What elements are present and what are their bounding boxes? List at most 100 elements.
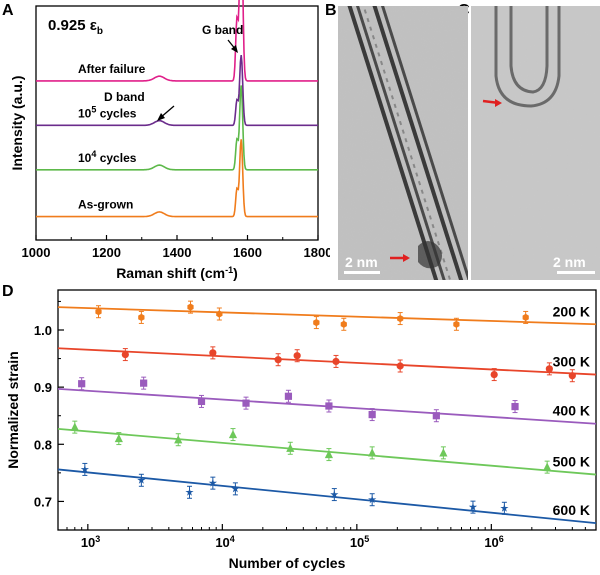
data-point (468, 502, 478, 511)
data-point (187, 303, 194, 311)
data-point (185, 488, 194, 496)
data-point (439, 448, 448, 457)
series-label: 600 K (553, 502, 590, 518)
data-point (197, 397, 206, 406)
tem-image-b (338, 6, 468, 280)
x-tick-label: 1000 (22, 245, 51, 260)
data-point (209, 349, 217, 357)
data-point (368, 495, 377, 504)
series-200-k (57, 300, 597, 331)
data-point (340, 320, 347, 328)
series-400-k (57, 376, 597, 425)
spectrum-after-failure (36, 0, 318, 82)
data-point (284, 392, 293, 400)
series-label: 200 K (553, 303, 590, 319)
data-point (208, 478, 217, 487)
x-tick-label: 104 (215, 534, 234, 550)
fit-line (57, 427, 597, 476)
data-point (324, 449, 334, 459)
nanotube-cap (494, 6, 561, 108)
data-point (432, 412, 440, 420)
data-point (242, 399, 250, 407)
data-point (274, 356, 282, 364)
data-point (216, 310, 223, 318)
data-point (511, 402, 519, 411)
x-tick-label: 1200 (92, 245, 121, 260)
tem-texture-b (338, 6, 468, 280)
data-point (453, 320, 460, 328)
series-label: 105 cycles (78, 104, 137, 120)
spectrum-as-grown (36, 139, 318, 218)
series-label: 400 K (553, 403, 590, 419)
series-500-k (57, 420, 597, 476)
data-point (231, 484, 240, 493)
data-point (500, 504, 509, 512)
g-band-label: G band (202, 23, 243, 37)
y-tick-label: 1.0 (34, 323, 52, 338)
spectrum-10-4-cycles (36, 85, 318, 171)
defect-cluster (418, 241, 442, 269)
scale-label-c: 2 nm (553, 254, 586, 270)
scale-label-b: 2 nm (345, 254, 378, 270)
series-label: 500 K (553, 454, 590, 470)
tem-image-c (471, 6, 600, 280)
raman-spectra-chart: 1000 1200 1400 1600 1800 Raman shift (cm-1) In… (9, 0, 330, 281)
data-point (293, 352, 301, 360)
strain-vs-cycles-chart: 0.7 0.8 0.9 1.0 103 104 105 106 Number of cycles… (5, 289, 597, 571)
data-point (313, 319, 320, 327)
fit-line (57, 347, 597, 376)
x-tick-label: 103 (81, 534, 100, 550)
spectrum-10-5-cycles (36, 55, 318, 127)
fit-line (57, 306, 597, 326)
data-point (490, 370, 498, 379)
data-point (396, 362, 404, 370)
data-point (325, 402, 333, 410)
data-point (95, 308, 102, 316)
nanotube-walls (347, 6, 468, 280)
x-axis-label: Number of cycles (229, 555, 346, 571)
panel-label-a: A (2, 2, 14, 19)
data-point (543, 462, 552, 471)
d-band-arrowhead (157, 113, 165, 121)
y-axis-label: Normalized strain (5, 351, 21, 468)
tem-texture-c (471, 6, 600, 280)
series-label: 104 cycles (78, 149, 137, 165)
y-axis-label: Intensity (a.u.) (9, 76, 25, 171)
series-label: 300 K (553, 354, 590, 370)
y-tick-label: 0.7 (34, 494, 52, 509)
x-tick-label: 1800 (304, 245, 330, 260)
data-point (121, 350, 129, 359)
scale-bar-c (557, 271, 595, 274)
data-point (568, 372, 576, 380)
strain-label: 0.925 εb (48, 17, 103, 37)
x-tick-label: 105 (350, 534, 369, 550)
data-point (114, 433, 123, 443)
data-point (70, 422, 79, 431)
x-axis-label: Raman shift (cm-1) (116, 265, 238, 281)
panel-label-d: D (2, 283, 14, 300)
scale-bar-b (344, 271, 380, 274)
series-label: As-grown (78, 198, 133, 212)
x-tick-label: 1400 (163, 245, 192, 260)
data-point (368, 410, 376, 419)
data-point (522, 313, 529, 321)
series-label: After failure (78, 62, 146, 76)
data-point (228, 429, 238, 439)
data-point (368, 448, 377, 457)
data-point (80, 465, 89, 473)
data-point (174, 435, 183, 444)
data-point (137, 476, 146, 484)
data-point (545, 365, 553, 373)
series-300-k (57, 346, 597, 383)
x-tick-label: 1600 (233, 245, 262, 260)
data-point (138, 313, 145, 321)
data-point (397, 315, 404, 323)
series-600-k (57, 462, 597, 525)
data-point (78, 380, 86, 388)
g-band-arrowhead (231, 45, 238, 53)
data-point (140, 379, 148, 387)
d-band-label: D band (104, 90, 145, 104)
y-tick-label: 0.8 (34, 437, 52, 452)
x-tick-label: 106 (484, 534, 503, 550)
panel-label-b: B (325, 2, 337, 19)
